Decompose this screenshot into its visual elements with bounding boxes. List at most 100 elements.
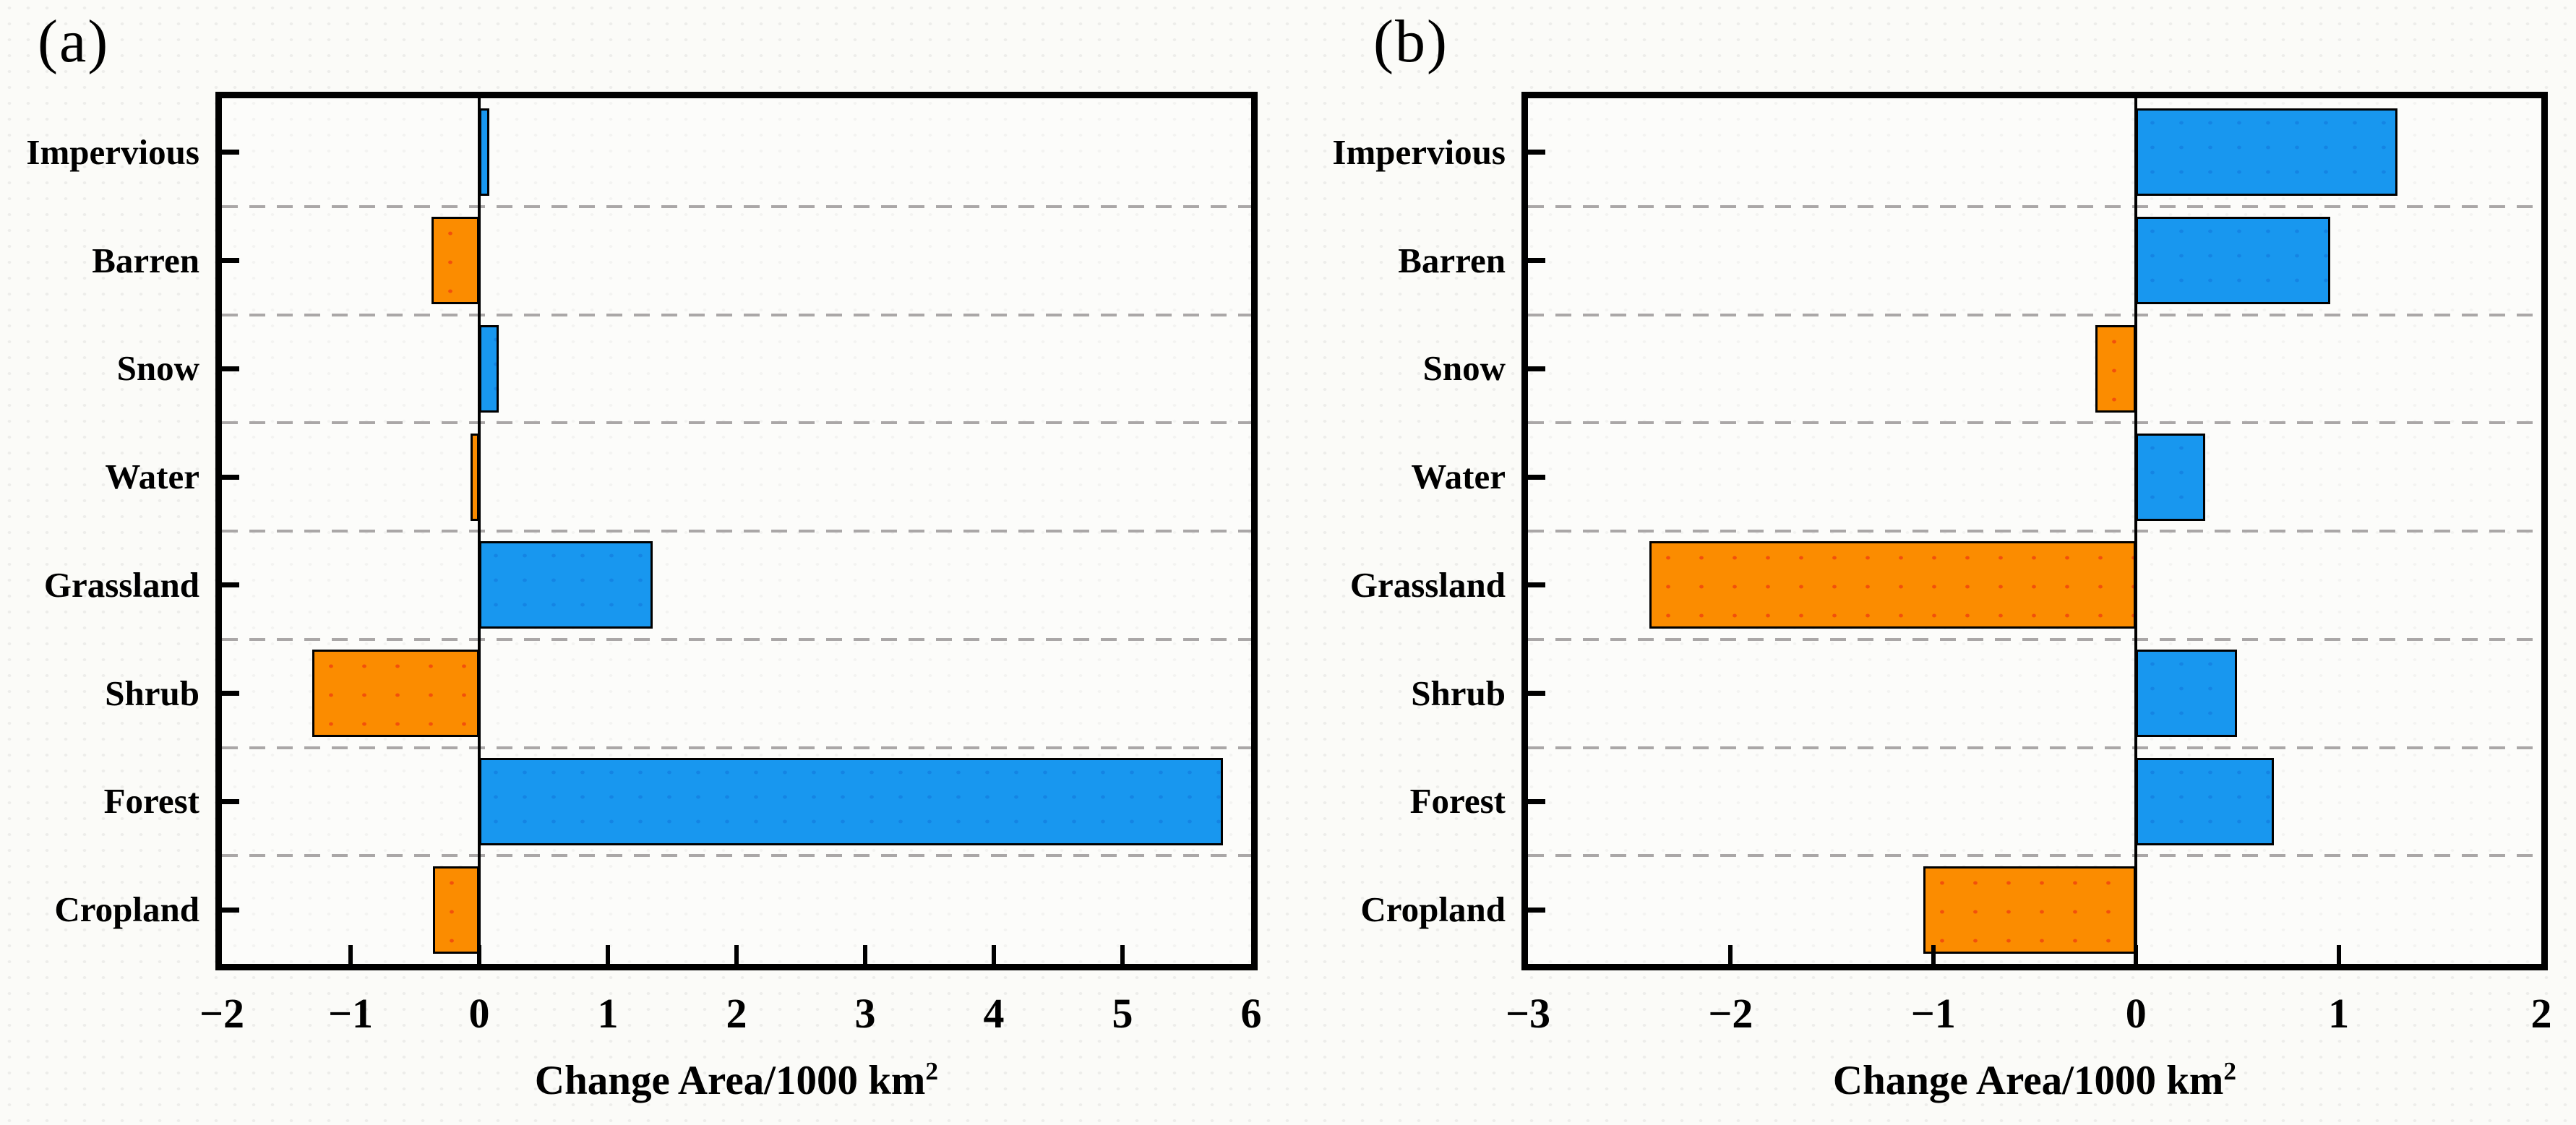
- bar-water: [2136, 433, 2205, 521]
- bar-snow: [2095, 324, 2137, 413]
- x-axis-tick: [2134, 945, 2139, 964]
- bar-shrub: [312, 650, 479, 738]
- y-axis-tick: [222, 798, 239, 804]
- x-tick-label: −2: [1708, 990, 1753, 1037]
- row-separator-gridline: [222, 637, 1251, 641]
- panel-a-x-axis-title-superscript: 2: [925, 1057, 939, 1085]
- bar-barren: [432, 217, 479, 305]
- panel-b-plot-area: [1521, 92, 2548, 970]
- y-axis-tick: [222, 258, 239, 264]
- panel-a-plot-area: [215, 92, 1258, 970]
- y-axis-tick: [222, 691, 239, 697]
- x-tick-label: 1: [597, 990, 619, 1037]
- category-label-water: Water: [105, 457, 199, 497]
- bar-shrub: [2136, 650, 2238, 738]
- bar-snow: [479, 324, 499, 413]
- x-tick-label: −1: [1910, 990, 1956, 1037]
- x-axis-tick: [992, 945, 996, 964]
- row-separator-gridline: [1528, 421, 2541, 425]
- bar-cropland: [432, 866, 479, 954]
- category-label-forest: Forest: [1409, 781, 1506, 822]
- x-tick-label: 1: [2328, 990, 2350, 1037]
- panel-b-label: (b): [1373, 8, 1448, 75]
- y-axis-tick: [222, 150, 239, 155]
- category-label-grassland: Grassland: [1349, 564, 1506, 605]
- bar-forest: [479, 757, 1223, 845]
- x-tick-label: −2: [199, 990, 245, 1037]
- row-separator-gridline: [1528, 530, 2541, 533]
- panel-b-x-axis-title-text: Change Area/1000 km: [1832, 1058, 2224, 1103]
- x-axis-tick: [734, 945, 739, 964]
- y-axis-tick: [222, 366, 239, 371]
- panel-a-label: (a): [38, 8, 110, 75]
- category-label-barren: Barren: [92, 240, 199, 280]
- category-label-grassland: Grassland: [43, 564, 199, 605]
- panel-b-x-axis-title-superscript: 2: [2223, 1057, 2237, 1085]
- row-separator-gridline: [1528, 204, 2541, 208]
- category-label-forest: Forest: [103, 781, 199, 822]
- zero-baseline: [2134, 98, 2138, 964]
- category-label-snow: Snow: [116, 348, 199, 389]
- row-separator-gridline: [222, 204, 1251, 208]
- x-axis-tick: [863, 945, 867, 964]
- x-axis-tick: [2336, 945, 2341, 964]
- x-tick-label: 0: [2125, 990, 2147, 1037]
- y-axis-tick: [1528, 798, 1545, 804]
- x-axis-tick: [606, 945, 610, 964]
- category-label-shrub: Shrub: [1411, 673, 1506, 713]
- y-axis-tick: [222, 907, 239, 913]
- x-axis-tick: [348, 945, 353, 964]
- zero-baseline: [478, 98, 481, 964]
- category-label-barren: Barren: [1398, 240, 1506, 280]
- bar-impervious: [479, 108, 490, 197]
- bar-impervious: [2136, 108, 2397, 197]
- panel-a-x-axis-title-text: Change Area/1000 km: [534, 1058, 926, 1103]
- category-label-shrub: Shrub: [105, 673, 199, 713]
- x-axis-tick: [1931, 945, 1936, 964]
- bar-cropland: [1923, 866, 2137, 954]
- row-separator-gridline: [222, 746, 1251, 749]
- row-separator-gridline: [1528, 313, 2541, 316]
- x-axis-tick: [477, 945, 481, 964]
- y-axis-tick: [1528, 258, 1545, 264]
- x-tick-label: 4: [983, 990, 1005, 1037]
- category-label-snow: Snow: [1422, 348, 1506, 389]
- row-separator-gridline: [1528, 746, 2541, 749]
- y-axis-tick: [1528, 474, 1545, 480]
- panel-b-x-axis-title: Change Area/1000 km2: [1709, 1056, 2360, 1105]
- x-tick-label: 6: [1240, 990, 1262, 1037]
- row-separator-gridline: [1528, 854, 2541, 858]
- y-axis-tick: [222, 474, 239, 480]
- category-label-impervious: Impervious: [1332, 132, 1506, 172]
- x-tick-label: 2: [2530, 990, 2552, 1037]
- x-axis-tick: [1728, 945, 1733, 964]
- row-separator-gridline: [222, 530, 1251, 533]
- x-tick-label: −3: [1505, 990, 1551, 1037]
- x-tick-label: 2: [726, 990, 747, 1037]
- x-axis-tick: [1120, 945, 1125, 964]
- category-label-water: Water: [1411, 457, 1506, 497]
- row-separator-gridline: [222, 421, 1251, 425]
- y-axis-tick: [1528, 907, 1545, 913]
- bar-barren: [2136, 217, 2331, 305]
- y-axis-tick: [1528, 366, 1545, 371]
- bar-water: [470, 433, 479, 521]
- row-separator-gridline: [1528, 637, 2541, 641]
- row-separator-gridline: [222, 854, 1251, 858]
- y-axis-tick: [1528, 691, 1545, 697]
- category-label-cropland: Cropland: [54, 889, 199, 930]
- x-tick-label: −1: [327, 990, 374, 1037]
- category-label-cropland: Cropland: [1360, 889, 1506, 930]
- panel-a-x-axis-title: Change Area/1000 km2: [411, 1056, 1062, 1105]
- x-tick-label: 3: [854, 990, 876, 1037]
- bar-grassland: [479, 541, 653, 629]
- y-axis-tick: [1528, 150, 1545, 155]
- x-tick-label: 5: [1112, 990, 1133, 1037]
- y-axis-tick: [222, 582, 239, 588]
- x-tick-label: 0: [468, 990, 490, 1037]
- bar-grassland: [1649, 541, 2137, 629]
- y-axis-tick: [1528, 582, 1545, 588]
